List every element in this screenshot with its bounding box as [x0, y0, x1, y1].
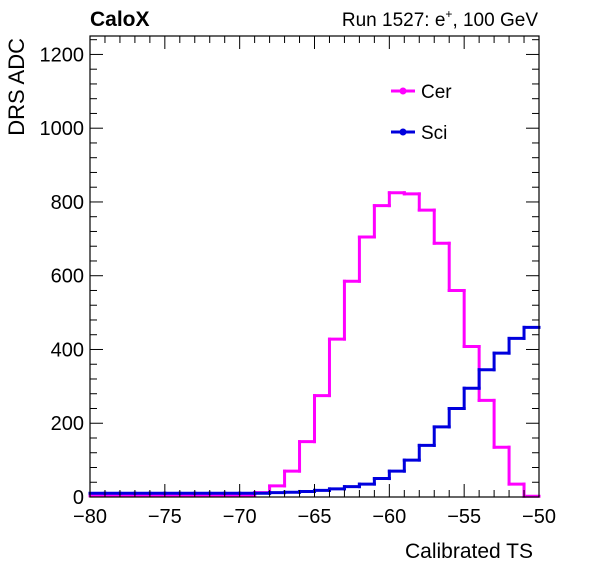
legend-marker	[399, 87, 407, 95]
y-tick-label: 1000	[40, 118, 85, 140]
legend-entry-cer: Cer	[391, 82, 452, 103]
run-label: Run 1527: e	[342, 10, 446, 31]
series-sci	[88, 325, 541, 495]
y-axis-title: DRS ADC	[4, 38, 29, 136]
x-tick-label: −75	[148, 506, 182, 528]
y-tick-label: 800	[51, 192, 84, 214]
legend-marker	[399, 128, 407, 136]
y-tick-label: 600	[51, 266, 84, 288]
ticks-layer: −80 −75 −70 −65 −60 −55 −50 0 200 400 600 800 1000 12…	[40, 36, 556, 528]
run-charge-superscript: +	[445, 7, 452, 21]
series-layer	[88, 191, 541, 498]
legend-entry-sci: Sci	[391, 123, 447, 144]
series-cer	[88, 191, 541, 498]
chart-header: CaloX Run 1527: e+, 100 GeV	[90, 7, 538, 31]
legend-label: Sci	[421, 123, 447, 144]
x-tick-label: −65	[298, 506, 332, 528]
y-tick-label: 400	[51, 339, 84, 361]
x-tick-label: −55	[447, 506, 481, 528]
run-info-label: Run 1527: e+, 100 GeV	[342, 7, 538, 31]
y-tick-label: 200	[51, 413, 84, 435]
x-tick-label: −50	[522, 506, 556, 528]
x-axis-title: Calibrated TS	[405, 540, 533, 563]
y-tick-label: 0	[73, 487, 84, 509]
run-suffix: , 100 GeV	[452, 10, 538, 31]
x-tick-label: −60	[372, 506, 406, 528]
legend-label: Cer	[421, 82, 452, 103]
experiment-label: CaloX	[90, 8, 150, 31]
x-tick-label: −70	[223, 506, 257, 528]
y-tick-label: 1200	[40, 44, 85, 66]
x-tick-label: −80	[73, 506, 107, 528]
legend: Cer Sci	[391, 82, 452, 144]
